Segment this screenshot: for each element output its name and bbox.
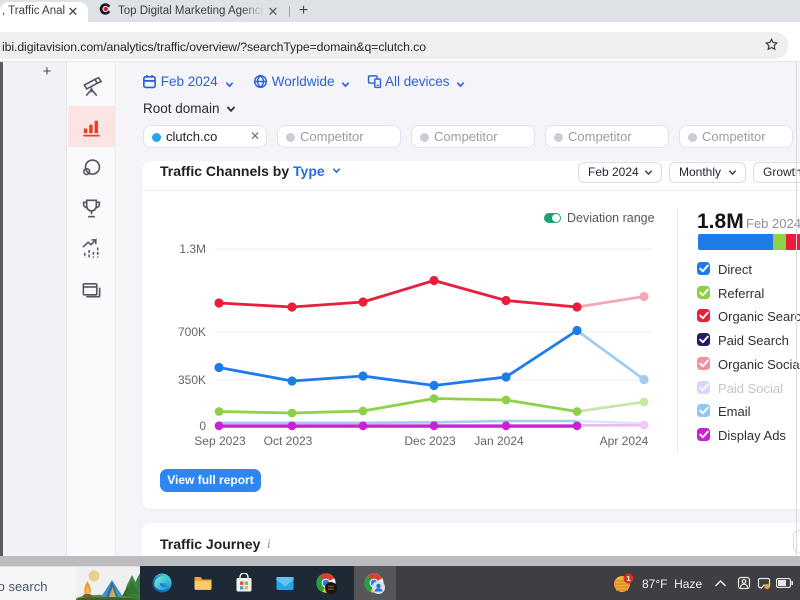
svg-text:0: 0 — [199, 419, 206, 433]
svg-text:1.3M: 1.3M — [179, 242, 206, 256]
svg-text:Oct 2023: Oct 2023 — [264, 434, 313, 448]
svg-text:Jan 2024: Jan 2024 — [474, 434, 524, 448]
svg-text:350K: 350K — [178, 373, 206, 387]
svg-text:1: 1 — [626, 574, 630, 583]
svg-text:Sep 2023: Sep 2023 — [194, 434, 246, 448]
svg-text:Dec 2023: Dec 2023 — [404, 434, 456, 448]
svg-text:700K: 700K — [178, 325, 206, 339]
svg-text:Apr 2024: Apr 2024 — [600, 434, 649, 448]
